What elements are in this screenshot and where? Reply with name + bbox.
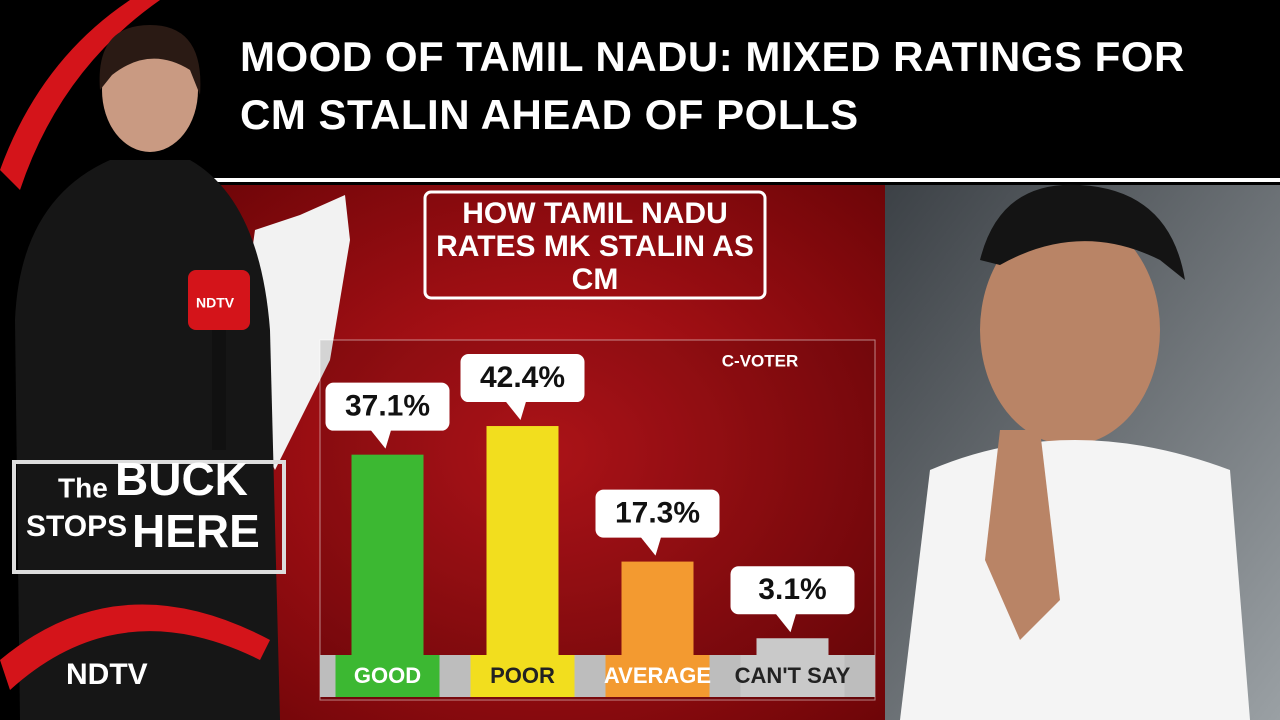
divider (200, 178, 1280, 182)
photo-shirt (900, 440, 1250, 720)
category-box (740, 655, 845, 697)
bar (756, 638, 829, 655)
value-label: 37.1% (345, 390, 430, 423)
headline: MOOD OF TAMIL NADU: MIXED RATINGS FOR CM… (240, 33, 1185, 138)
source: C-VOTER (722, 351, 799, 370)
callout-pointer (369, 428, 392, 449)
callout (325, 382, 450, 431)
mic-handle (212, 330, 226, 450)
microphone (188, 270, 250, 330)
category-label: POOR (490, 663, 555, 688)
category-box (470, 655, 575, 697)
callout-pointer (774, 612, 797, 633)
bar (486, 426, 559, 655)
bar (621, 561, 694, 655)
photo-hands (985, 430, 1060, 640)
show-bracket (12, 460, 286, 574)
chart-title: HOW TAMIL NADU RATES MK STALIN AS CM (436, 196, 754, 296)
bar (351, 454, 424, 655)
callout (595, 489, 720, 538)
category-label: GOOD (354, 663, 421, 688)
red-arc (0, 0, 160, 190)
mic-logo: NDTV (196, 295, 235, 311)
channel-logo: NDTV (66, 658, 148, 691)
title-box (423, 190, 767, 300)
red-arc (0, 604, 270, 690)
bar-chart: GOOD 37.1% POOR 42.4% AVERAGE 17.3% CAN'T SAY 3… (320, 354, 875, 697)
callout (460, 354, 585, 403)
show-name: STOPS (26, 510, 127, 543)
show-name: The (58, 472, 108, 503)
category-box (335, 655, 440, 697)
value-label: 3.1% (758, 573, 826, 606)
value-label: 42.4% (480, 361, 565, 394)
callout-pointer (504, 400, 527, 421)
value-label: 17.3% (615, 497, 700, 530)
photo-face (980, 215, 1160, 445)
callout (730, 566, 855, 615)
presenter-hair (99, 25, 201, 95)
category-label: AVERAGE (604, 663, 711, 688)
state-map (248, 195, 350, 470)
show-name: BUCK (115, 453, 248, 505)
category-box (605, 655, 710, 697)
show-name: HERE (132, 505, 260, 557)
category-label: CAN'T SAY (735, 663, 851, 688)
photo-hair (980, 184, 1185, 280)
callout-pointer (639, 535, 662, 556)
